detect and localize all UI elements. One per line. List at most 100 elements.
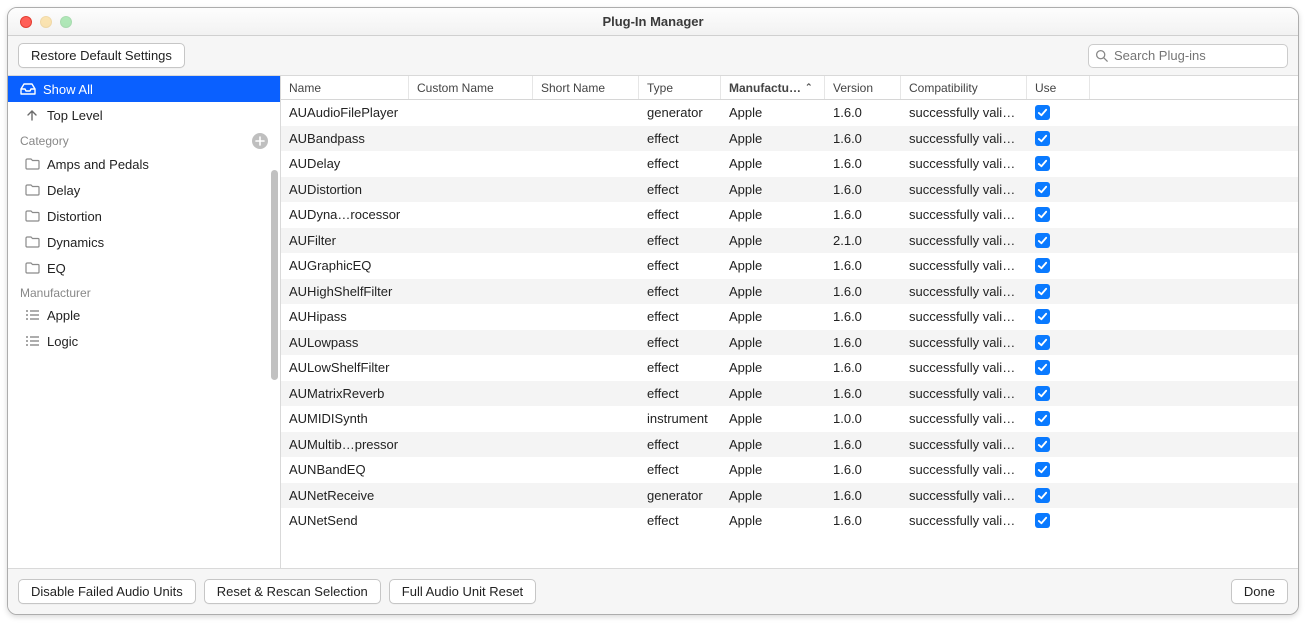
table-row[interactable]: AUMatrixReverbeffectApple1.6.0successful… — [281, 381, 1298, 407]
use-checkbox[interactable] — [1035, 182, 1050, 197]
disable-failed-button[interactable]: Disable Failed Audio Units — [18, 579, 196, 604]
use-checkbox[interactable] — [1035, 156, 1050, 171]
cell-name: AUMultib…pressor — [281, 437, 409, 452]
table-row[interactable]: AULowpasseffectApple1.6.0successfully va… — [281, 330, 1298, 356]
cell-type: effect — [639, 462, 721, 477]
table-row[interactable]: AUHighShelfFiltereffectApple1.6.0success… — [281, 279, 1298, 305]
use-checkbox[interactable] — [1035, 207, 1050, 222]
sidebar-manufacturer-item[interactable]: Apple — [8, 302, 280, 328]
sidebar-show-all[interactable]: Show All — [8, 76, 280, 102]
cell-version: 2.1.0 — [825, 233, 901, 248]
cell-use — [1027, 386, 1090, 401]
use-checkbox[interactable] — [1035, 258, 1050, 273]
table-row[interactable]: AUMultib…pressoreffectApple1.6.0successf… — [281, 432, 1298, 458]
cell-name: AUDyna…rocessor — [281, 207, 409, 222]
table-row[interactable]: AUNBandEQeffectApple1.6.0successfully va… — [281, 457, 1298, 483]
cell-compatibility: successfully vali… — [901, 182, 1027, 197]
use-checkbox[interactable] — [1035, 131, 1050, 146]
sidebar-item-label: Dynamics — [47, 235, 104, 250]
use-checkbox[interactable] — [1035, 386, 1050, 401]
use-checkbox[interactable] — [1035, 335, 1050, 350]
cell-use — [1027, 360, 1090, 375]
cell-type: generator — [639, 105, 721, 120]
table-row[interactable]: AUDistortioneffectApple1.6.0successfully… — [281, 177, 1298, 203]
sidebar-header-label: Category — [20, 134, 69, 148]
col-custom-name[interactable]: Custom Name — [409, 76, 533, 99]
table-row[interactable]: AUAudioFilePlayergeneratorApple1.6.0succ… — [281, 100, 1298, 126]
col-name[interactable]: Name — [281, 76, 409, 99]
cell-version: 1.6.0 — [825, 335, 901, 350]
cell-manufacturer: Apple — [721, 386, 825, 401]
table-row[interactable]: AUFiltereffectApple2.1.0successfully val… — [281, 228, 1298, 254]
use-checkbox[interactable] — [1035, 437, 1050, 452]
table-row[interactable]: AUNetSendeffectApple1.6.0successfully va… — [281, 508, 1298, 534]
done-button[interactable]: Done — [1231, 579, 1288, 604]
folder-icon — [24, 260, 40, 276]
cell-type: effect — [639, 233, 721, 248]
sidebar-category-item[interactable]: Amps and Pedals — [8, 151, 280, 177]
use-checkbox[interactable] — [1035, 360, 1050, 375]
cell-use — [1027, 309, 1090, 324]
search-field[interactable] — [1088, 44, 1288, 68]
search-input[interactable] — [1112, 47, 1292, 64]
use-checkbox[interactable] — [1035, 488, 1050, 503]
search-icon — [1095, 49, 1108, 62]
reset-rescan-button[interactable]: Reset & Rescan Selection — [204, 579, 381, 604]
col-compatibility[interactable]: Compatibility — [901, 76, 1027, 99]
use-checkbox[interactable] — [1035, 309, 1050, 324]
use-checkbox[interactable] — [1035, 411, 1050, 426]
sidebar-category-item[interactable]: EQ — [8, 255, 280, 281]
sidebar-scrollbar-thumb[interactable] — [271, 170, 278, 380]
cell-version: 1.6.0 — [825, 437, 901, 452]
col-manufacturer[interactable]: Manufactu… ⌃ — [721, 76, 825, 99]
tray-icon — [20, 81, 36, 97]
sidebar-category-item[interactable]: Dynamics — [8, 229, 280, 255]
sidebar-manufacturer-item[interactable]: Logic — [8, 328, 280, 354]
table-row[interactable]: AUNetReceivegeneratorApple1.6.0successfu… — [281, 483, 1298, 509]
sidebar-top-level[interactable]: Top Level — [8, 102, 280, 128]
cell-manufacturer: Apple — [721, 182, 825, 197]
use-checkbox[interactable] — [1035, 105, 1050, 120]
cell-name: AULowShelfFilter — [281, 360, 409, 375]
use-checkbox[interactable] — [1035, 462, 1050, 477]
cell-type: generator — [639, 488, 721, 503]
col-short-name[interactable]: Short Name — [533, 76, 639, 99]
cell-use — [1027, 513, 1090, 528]
table-row[interactable]: AUGraphicEQeffectApple1.6.0successfully … — [281, 253, 1298, 279]
cell-manufacturer: Apple — [721, 105, 825, 120]
table-row[interactable]: AUHipasseffectApple1.6.0successfully val… — [281, 304, 1298, 330]
cell-type: effect — [639, 360, 721, 375]
folder-icon — [24, 156, 40, 172]
cell-type: effect — [639, 207, 721, 222]
use-checkbox[interactable] — [1035, 513, 1050, 528]
use-checkbox[interactable] — [1035, 233, 1050, 248]
table-row[interactable]: AUDelayeffectApple1.6.0successfully vali… — [281, 151, 1298, 177]
cell-compatibility: successfully vali… — [901, 156, 1027, 171]
cell-name: AUNetSend — [281, 513, 409, 528]
col-type[interactable]: Type — [639, 76, 721, 99]
cell-name: AUNBandEQ — [281, 462, 409, 477]
sidebar-category-item[interactable]: Distortion — [8, 203, 280, 229]
cell-type: effect — [639, 309, 721, 324]
restore-defaults-button[interactable]: Restore Default Settings — [18, 43, 185, 68]
use-checkbox[interactable] — [1035, 284, 1050, 299]
full-reset-button[interactable]: Full Audio Unit Reset — [389, 579, 536, 604]
plugin-manager-window: Plug-In Manager Restore Default Settings… — [7, 7, 1299, 615]
cell-compatibility: successfully vali… — [901, 411, 1027, 426]
cell-manufacturer: Apple — [721, 411, 825, 426]
table-row[interactable]: AUDyna…rocessoreffectApple1.6.0successfu… — [281, 202, 1298, 228]
plus-icon — [255, 136, 265, 146]
cell-type: effect — [639, 386, 721, 401]
sidebar-header-label: Manufacturer — [20, 286, 91, 300]
table-row[interactable]: AUMIDISynthinstrumentApple1.0.0successfu… — [281, 406, 1298, 432]
add-category-button[interactable] — [252, 133, 268, 149]
table-row[interactable]: AUBandpasseffectApple1.6.0successfully v… — [281, 126, 1298, 152]
table-row[interactable]: AULowShelfFiltereffectApple1.6.0successf… — [281, 355, 1298, 381]
sidebar-category-item[interactable]: Delay — [8, 177, 280, 203]
col-version[interactable]: Version — [825, 76, 901, 99]
col-use[interactable]: Use — [1027, 76, 1090, 99]
cell-version: 1.6.0 — [825, 156, 901, 171]
folder-icon — [24, 208, 40, 224]
cell-name: AUMatrixReverb — [281, 386, 409, 401]
cell-version: 1.6.0 — [825, 105, 901, 120]
